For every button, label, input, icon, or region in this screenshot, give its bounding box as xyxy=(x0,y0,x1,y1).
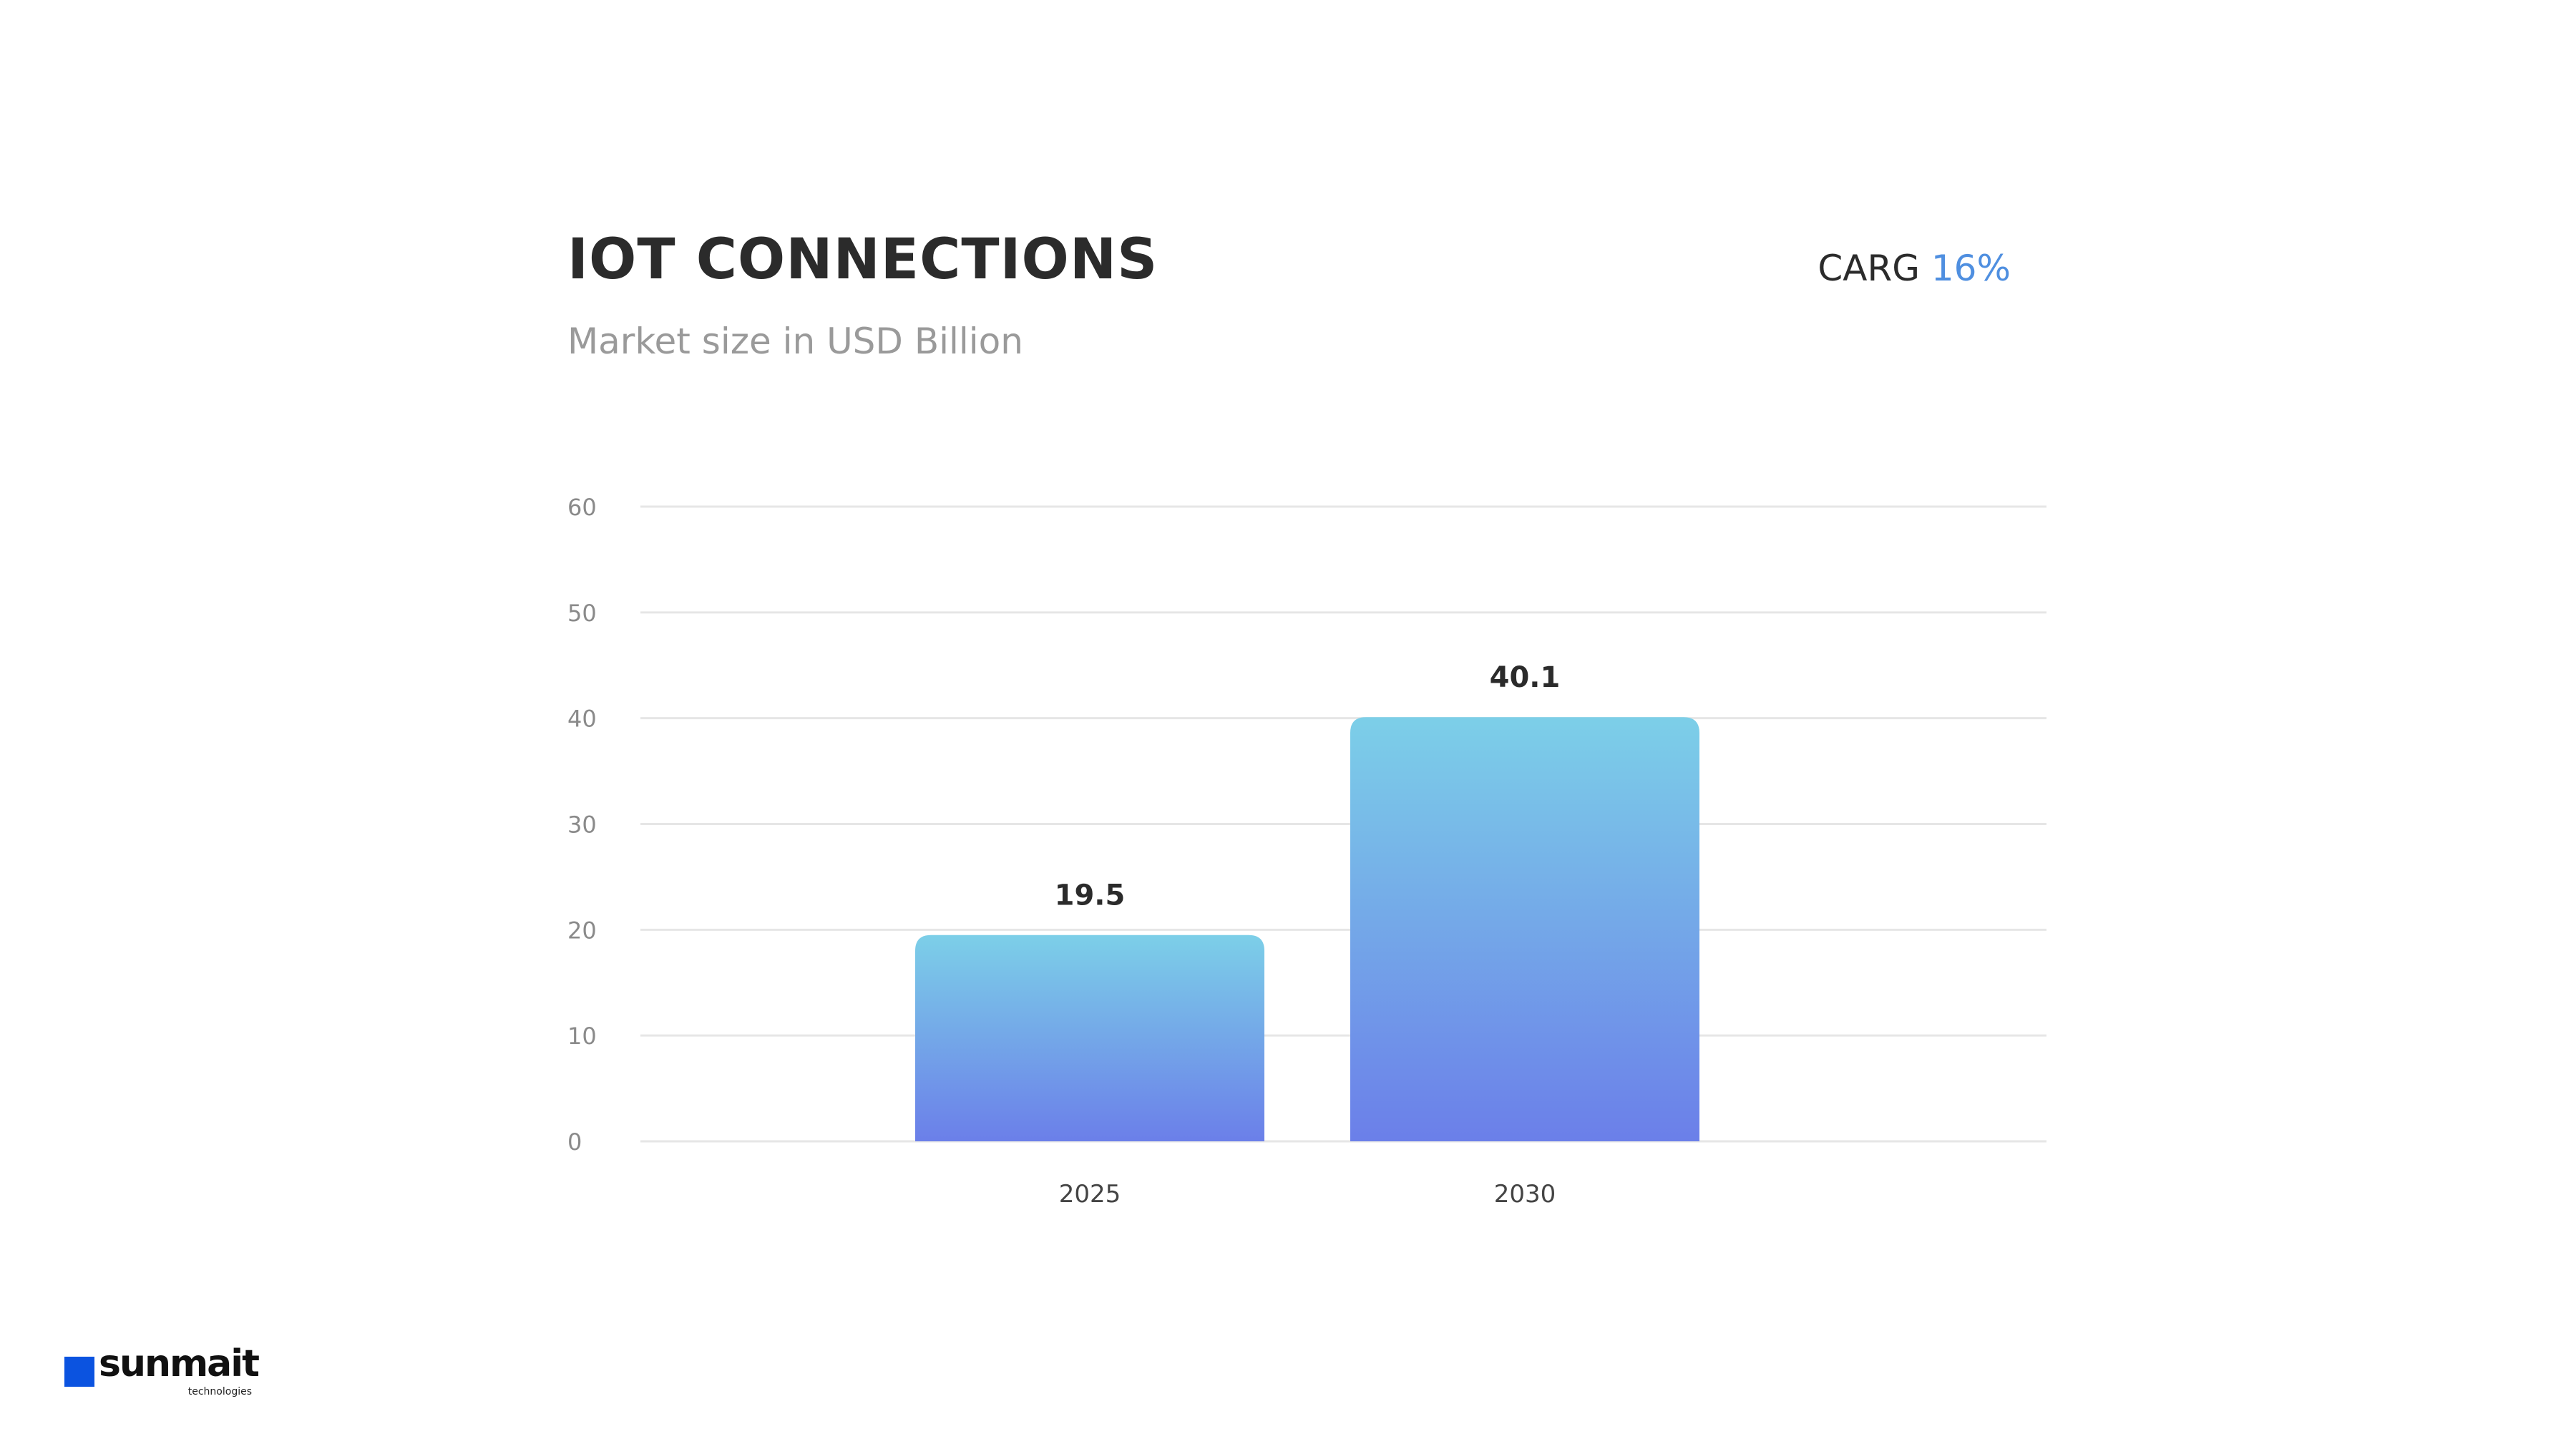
y-tick-label: 40 xyxy=(567,706,597,733)
y-tick-label: 50 xyxy=(567,600,597,627)
y-tick-label: 60 xyxy=(567,494,597,521)
x-tick-label-2025: 2025 xyxy=(1059,1180,1121,1209)
grid-layer xyxy=(640,505,2046,1143)
logo-tagline: technologies xyxy=(187,1386,252,1397)
data-label-2030: 40.1 xyxy=(1490,661,1561,694)
chart-subtitle: Market size in USD Billion xyxy=(567,321,1023,362)
chart-title: IOT CONNECTIONS xyxy=(567,228,1158,292)
logo-square-icon xyxy=(64,1357,94,1387)
data-label-2025: 19.5 xyxy=(1055,879,1126,912)
logo-name: sunmait xyxy=(99,1342,260,1385)
y-axis-ticks: 0 10 20 30 40 50 60 xyxy=(567,494,597,1156)
data-labels: 19.5 40.1 xyxy=(1055,661,1561,912)
bar-2030 xyxy=(1350,717,1699,1141)
bars xyxy=(915,717,1699,1141)
company-logo: sunmait technologies xyxy=(64,1345,265,1402)
y-tick-label: 20 xyxy=(567,917,597,944)
y-tick-label: 30 xyxy=(567,811,597,839)
x-tick-label-2030: 2030 xyxy=(1494,1180,1556,1209)
bar-2025 xyxy=(915,935,1264,1141)
y-tick-label: 0 xyxy=(567,1128,582,1156)
carg-label: CARG xyxy=(1818,248,1920,289)
x-axis-ticks: 2025 2030 xyxy=(1059,1180,1556,1209)
carg-value: 16% xyxy=(1931,248,2011,289)
carg-indicator: CARG 16% xyxy=(1818,248,2011,289)
y-tick-label: 10 xyxy=(567,1023,597,1050)
